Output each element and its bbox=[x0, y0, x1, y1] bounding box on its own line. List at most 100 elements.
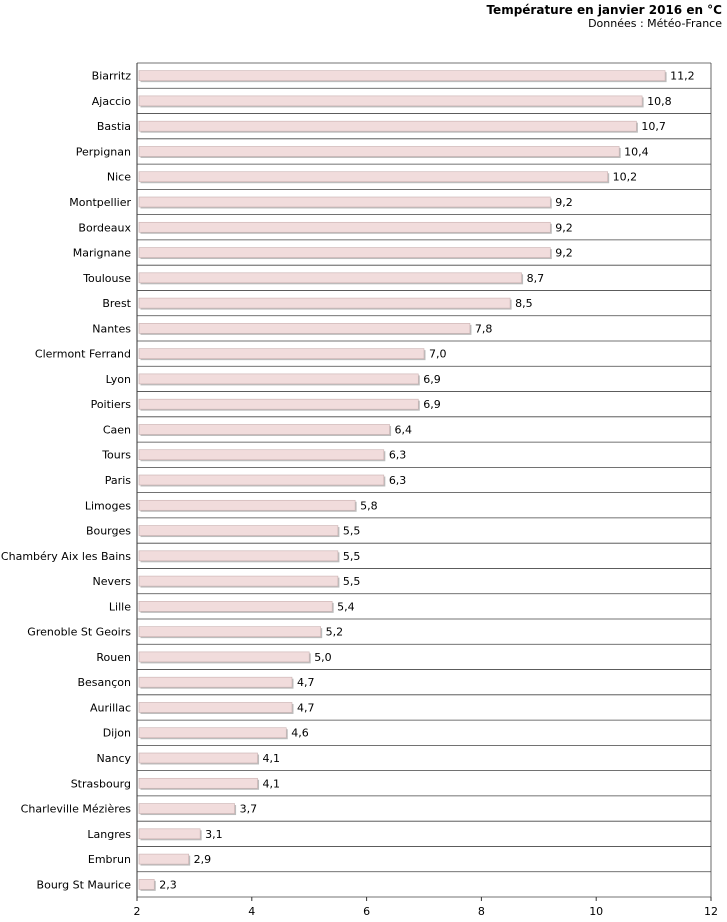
category-label: Bourg St Maurice bbox=[37, 878, 132, 891]
chart-subtitle: Données : Météo-France bbox=[588, 17, 722, 30]
category-label: Limoges bbox=[85, 499, 131, 512]
value-label: 3,7 bbox=[240, 803, 258, 816]
bar bbox=[138, 323, 471, 334]
value-label: 7,8 bbox=[475, 322, 493, 335]
bar bbox=[138, 449, 385, 461]
category-label: Rouen bbox=[96, 651, 131, 664]
x-tick-label: 6 bbox=[363, 905, 370, 918]
bar bbox=[138, 651, 310, 663]
bar bbox=[138, 348, 425, 359]
bar bbox=[138, 247, 551, 258]
category-label: Poitiers bbox=[91, 398, 132, 411]
bar bbox=[138, 828, 201, 840]
bar bbox=[138, 853, 189, 865]
value-label: 5,8 bbox=[360, 499, 378, 512]
value-label: 5,2 bbox=[326, 626, 344, 639]
bar bbox=[138, 626, 321, 637]
category-label: Strasbourg bbox=[71, 777, 131, 790]
bar bbox=[138, 879, 155, 890]
bar bbox=[138, 171, 608, 183]
category-label: Nice bbox=[107, 171, 131, 184]
value-label: 4,7 bbox=[297, 676, 315, 689]
value-label: 9,2 bbox=[555, 221, 573, 234]
value-label: 5,0 bbox=[314, 651, 332, 664]
bar bbox=[138, 601, 333, 612]
value-label: 6,3 bbox=[389, 474, 407, 487]
value-label: 4,6 bbox=[291, 727, 309, 740]
value-label: 8,5 bbox=[515, 297, 533, 310]
category-label: Montpellier bbox=[69, 196, 131, 209]
bar bbox=[138, 398, 419, 410]
category-label: Grenoble St Geoirs bbox=[27, 626, 131, 639]
x-tick-label: 4 bbox=[248, 905, 255, 918]
category-labels: Biarritz Ajaccio Bastia Perpignan Nice Montpe… bbox=[1, 70, 132, 892]
value-label: 10,7 bbox=[641, 120, 666, 133]
value-label: 5,4 bbox=[337, 600, 355, 613]
category-label: Tours bbox=[101, 449, 131, 462]
x-axis-ticks: 2 4 6 8 10 12 bbox=[134, 897, 718, 918]
x-tick-label: 8 bbox=[478, 905, 485, 918]
value-label: 10,4 bbox=[624, 145, 649, 158]
category-label: Nancy bbox=[97, 752, 132, 765]
category-label: Ajaccio bbox=[92, 95, 131, 108]
bar bbox=[138, 120, 637, 132]
value-label: 9,2 bbox=[555, 196, 573, 209]
category-label: Aurillac bbox=[90, 701, 131, 714]
value-label: 9,2 bbox=[555, 247, 573, 260]
value-label: 6,9 bbox=[423, 398, 441, 411]
category-label: Perpignan bbox=[76, 145, 131, 158]
bar bbox=[138, 575, 339, 587]
category-label: Biarritz bbox=[92, 70, 132, 83]
x-tick-label: 2 bbox=[134, 905, 141, 918]
category-label: Clermont Ferrand bbox=[35, 348, 131, 361]
category-label: Brest bbox=[102, 297, 131, 310]
value-label: 4,7 bbox=[297, 701, 315, 714]
category-label: Lyon bbox=[106, 373, 131, 386]
value-label: 4,1 bbox=[263, 777, 281, 790]
category-label: Besançon bbox=[77, 676, 131, 689]
x-tick-label: 12 bbox=[704, 905, 718, 918]
bar bbox=[138, 424, 390, 435]
value-label: 6,4 bbox=[395, 423, 413, 436]
value-label: 6,9 bbox=[423, 373, 441, 386]
bar bbox=[138, 146, 620, 157]
value-label: 10,2 bbox=[613, 171, 638, 184]
category-label: Charleville Mézières bbox=[21, 803, 132, 816]
category-label: Langres bbox=[87, 828, 131, 841]
bar bbox=[138, 727, 287, 739]
bar bbox=[138, 474, 385, 486]
bar bbox=[138, 196, 551, 208]
category-label: Paris bbox=[105, 474, 131, 487]
value-label: 7,0 bbox=[429, 348, 447, 361]
bar bbox=[138, 272, 522, 284]
bar bbox=[138, 95, 643, 107]
bar bbox=[138, 525, 339, 536]
category-label: Bordeaux bbox=[78, 221, 131, 234]
value-label: 5,5 bbox=[343, 575, 361, 588]
value-label: 2,3 bbox=[159, 878, 177, 891]
category-label: Lille bbox=[109, 600, 131, 613]
bar bbox=[138, 70, 666, 81]
chart-title: Température en janvier 2016 en °C bbox=[486, 3, 722, 17]
category-label: Embrun bbox=[88, 853, 131, 866]
bar bbox=[138, 499, 356, 511]
value-labels: 11,2 10,8 10,7 10,4 10,2 9,2 9,2 9,2 8,7 8,5 7,8 7,… bbox=[159, 70, 694, 892]
category-label: Marignane bbox=[73, 247, 131, 260]
category-label: Dijon bbox=[103, 727, 131, 740]
value-label: 10,8 bbox=[647, 95, 672, 108]
value-label: 5,5 bbox=[343, 550, 361, 563]
category-label: Caen bbox=[103, 423, 131, 436]
value-label: 4,1 bbox=[263, 752, 281, 765]
bar bbox=[138, 550, 339, 562]
bar bbox=[138, 297, 511, 309]
grid-lines bbox=[136, 62, 712, 898]
category-label: Chambéry Aix les Bains bbox=[1, 550, 131, 563]
value-label: 6,3 bbox=[389, 449, 407, 462]
bar bbox=[138, 803, 235, 814]
bar bbox=[138, 752, 258, 764]
value-label: 3,1 bbox=[205, 828, 223, 841]
category-label: Toulouse bbox=[82, 272, 131, 285]
category-label: Nantes bbox=[92, 322, 131, 335]
bar bbox=[138, 221, 551, 233]
